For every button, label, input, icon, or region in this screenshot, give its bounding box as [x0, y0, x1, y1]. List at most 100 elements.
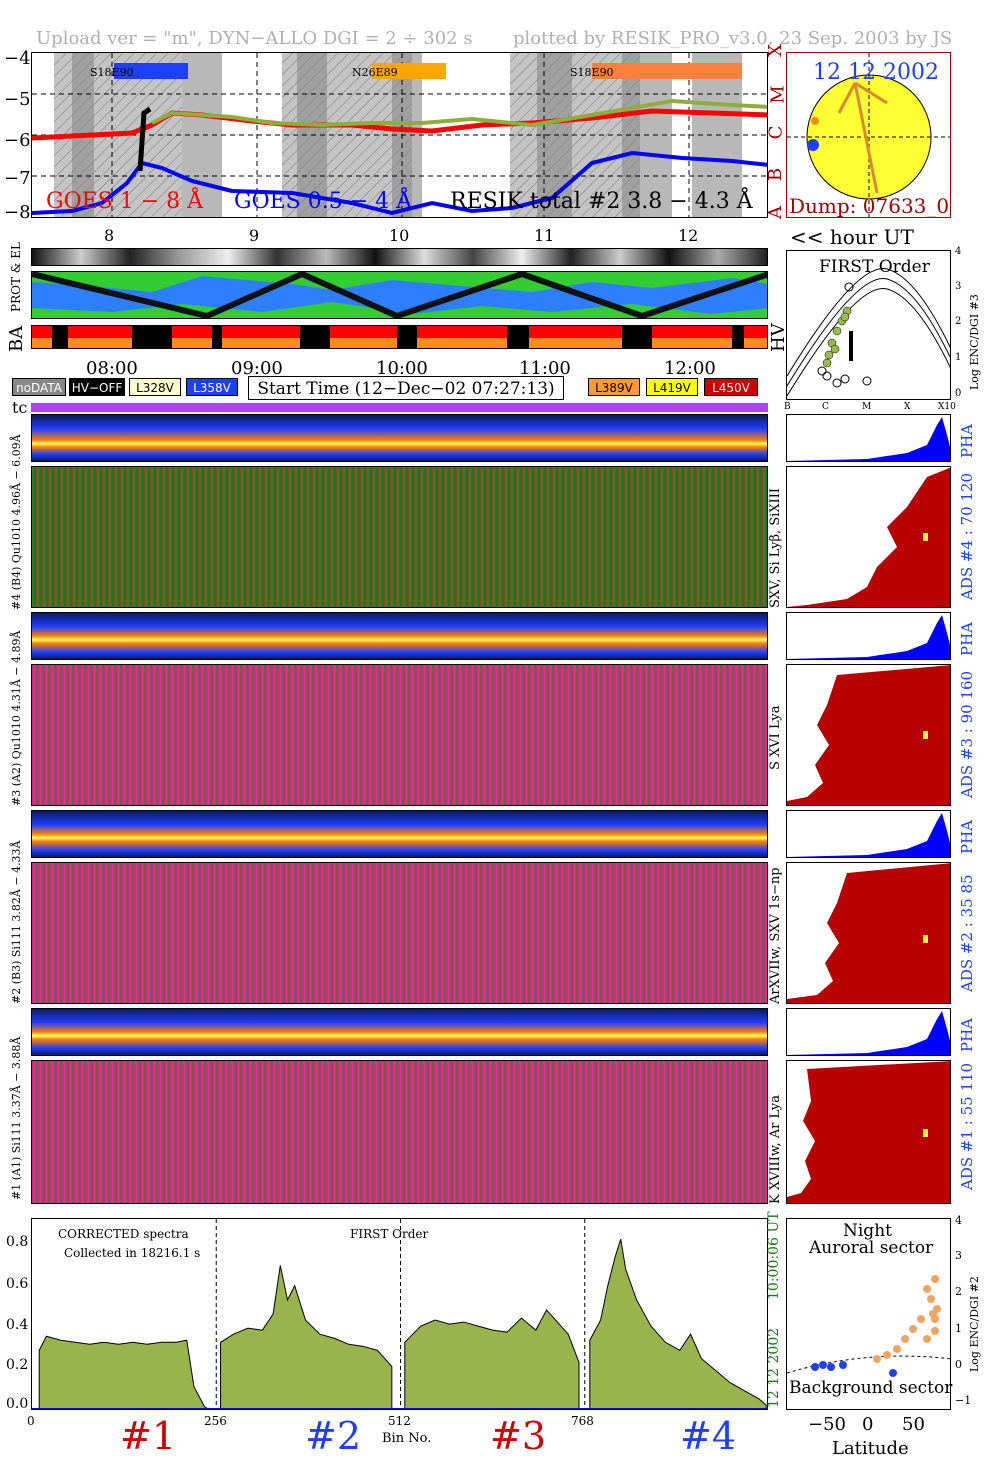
region-bar	[372, 63, 446, 79]
ch2-pha-label: #2 (B3) Si111 3.82Å − 4.33Å	[10, 840, 23, 1004]
ch3-pha-tag: PHA	[958, 621, 976, 656]
legend-l389: L389V	[588, 378, 640, 396]
spectrum-channel-label-2: #2	[305, 1414, 362, 1458]
spectrum-channel-label-3: #3	[490, 1414, 547, 1458]
hour-tick: 9	[249, 226, 260, 245]
lat-ytick: −1	[955, 1394, 972, 1407]
spectrum-ytick: 0.2	[6, 1357, 29, 1373]
ch3-pha-strip	[31, 612, 768, 660]
goes-lightcurve-svg: S18E90 N26E89 S18E90 GOES 1 − 8 Å GOES 0…	[32, 53, 767, 217]
spectrum-series-4	[589, 1239, 767, 1409]
goes-ytick: −7	[4, 168, 31, 189]
ch2-pha-tag: PHA	[958, 819, 976, 854]
spectrum-xtick: 768	[571, 1414, 594, 1428]
first-order-ytick: 1	[955, 352, 962, 363]
ch3-ads-profile	[786, 664, 951, 806]
spectrum-corrected: CORRECTED spectra	[58, 1227, 189, 1241]
grayscale-strip	[31, 248, 768, 266]
sun-date: 12 12 2002	[813, 60, 939, 85]
region-label-3: S18E90	[570, 66, 614, 79]
lat-night: Night	[843, 1221, 892, 1241]
first-order-xtick: B	[784, 402, 791, 412]
region-label-2: N26E89	[352, 66, 398, 79]
ch4-pha-profile	[786, 414, 951, 462]
first-order-xtick: C	[822, 402, 829, 412]
class-label-b: B	[765, 167, 787, 182]
ch1-pha-label: #1 (A1) Si111 3.37Å − 3.88Å	[10, 1036, 23, 1200]
header-left: Upload ver = "m", DYN−ALLO DGI = 2 ÷ 302…	[36, 28, 473, 49]
spectrum-channel-label-1: #1	[120, 1414, 177, 1458]
goes-red-legend: GOES 1 − 8 Å	[46, 186, 204, 214]
sun-dump: Dump: 07633_0	[789, 194, 949, 218]
lat-xlabel: Latitude	[832, 1438, 909, 1459]
ch3-ion-label: S XVI Lya	[768, 705, 783, 770]
hour-tick: 10	[389, 226, 410, 245]
legend-hvoff: HV−OFF	[69, 378, 125, 396]
time-tick: 11:00	[519, 358, 571, 379]
start-time-box: Start Time (12−Dec−02 07:27:13)	[248, 376, 564, 400]
legend-l358: L358V	[186, 378, 238, 396]
latitude-panel	[786, 1218, 951, 1410]
goes-black-legend: RESIK total #2 3.8 − 4.3 Å	[450, 186, 754, 214]
ch2-ads-tag: ADS #2 : 35 85	[958, 874, 976, 992]
region-bar	[592, 63, 742, 79]
ch3-pha-profile	[786, 612, 951, 660]
ch1-ads-spectrogram	[31, 1060, 768, 1204]
first-order-xtick: X10	[938, 402, 956, 412]
sun-region-blue	[807, 139, 819, 151]
ch4-ads-spectrogram	[31, 466, 768, 608]
first-order-ytick: 2	[955, 316, 962, 327]
ch3-ads-spectrogram	[31, 664, 768, 806]
lat-ytick: 0	[955, 1358, 962, 1371]
hour-tick: 11	[534, 226, 555, 245]
ch2-ads-profile	[786, 862, 951, 1004]
spectrum-series-2	[220, 1265, 393, 1409]
ch2-pha-profile	[786, 810, 951, 858]
legend-l328: L328V	[129, 378, 181, 396]
spectrum-collected: Collected in 18216.1 s	[64, 1246, 201, 1260]
lat-ytick: 1	[955, 1322, 962, 1335]
first-order-xtick: M	[862, 402, 872, 412]
ch4-pha-strip	[31, 414, 768, 462]
goes-ytick: −5	[4, 89, 31, 110]
time-tick: 08:00	[86, 358, 138, 379]
header-right: plotted by RESIK_PRO_v3.0, 23 Sep. 2003 …	[513, 28, 953, 49]
ch3-ads-tag: ADS #3 : 90 160	[958, 670, 976, 798]
lat-auroral: Auroral sector	[809, 1238, 934, 1258]
spectrum-series-3	[404, 1309, 580, 1409]
spectrum-channel-label-4: #4	[680, 1414, 737, 1458]
first-order-xtick: X	[904, 402, 911, 412]
goes-lightcurve-panel: S18E90 N26E89 S18E90 GOES 1 − 8 Å GOES 0…	[31, 52, 768, 218]
goes-blue-legend: GOES 0.5 − 4 Å	[234, 186, 413, 214]
legend-l450: L450V	[704, 378, 758, 396]
sun-region-orange	[811, 117, 819, 125]
first-order-ylabel: Log ENC/DGI #3	[968, 294, 981, 390]
spectrum-xlabel: Bin No.	[382, 1431, 432, 1446]
time-tick: 12:00	[664, 358, 716, 379]
lat-background: Background sector	[789, 1378, 953, 1398]
class-label-a: A	[765, 206, 786, 219]
ba-panel	[31, 325, 768, 349]
ch1-pha-strip	[31, 1008, 768, 1056]
first-order-title: FIRST Order	[819, 257, 931, 277]
ch1-ion-label: K XVIIIw, Ar Lya	[768, 1095, 783, 1204]
sun-line	[853, 82, 879, 194]
prot-el-label: PROT & EL	[9, 242, 23, 312]
hour-tick: 8	[104, 226, 115, 245]
ch2-ads-spectrogram	[31, 862, 768, 1004]
spectrum-xtick: 512	[388, 1414, 411, 1428]
ch4-ion-label: SXV, Si Lyβ, SiXIII	[768, 488, 783, 608]
time-tick: 09:00	[231, 358, 283, 379]
spectrum-ytick: 0.8	[6, 1234, 29, 1250]
lat-ylabel: Log ENC/DGI #2	[968, 1276, 981, 1372]
tc-label: tc	[12, 398, 28, 417]
spectrum-svg	[32, 1219, 767, 1409]
region-bar	[114, 63, 188, 79]
class-label-c: C	[765, 125, 787, 140]
ba-label: BA	[6, 325, 27, 352]
lat-xtick: −50	[808, 1414, 846, 1435]
ch4-ads-profile	[786, 466, 951, 608]
spectrum-panel	[31, 1218, 768, 1410]
lat-ytick: 3	[955, 1249, 962, 1262]
ch1-pha-tag: PHA	[958, 1017, 976, 1052]
